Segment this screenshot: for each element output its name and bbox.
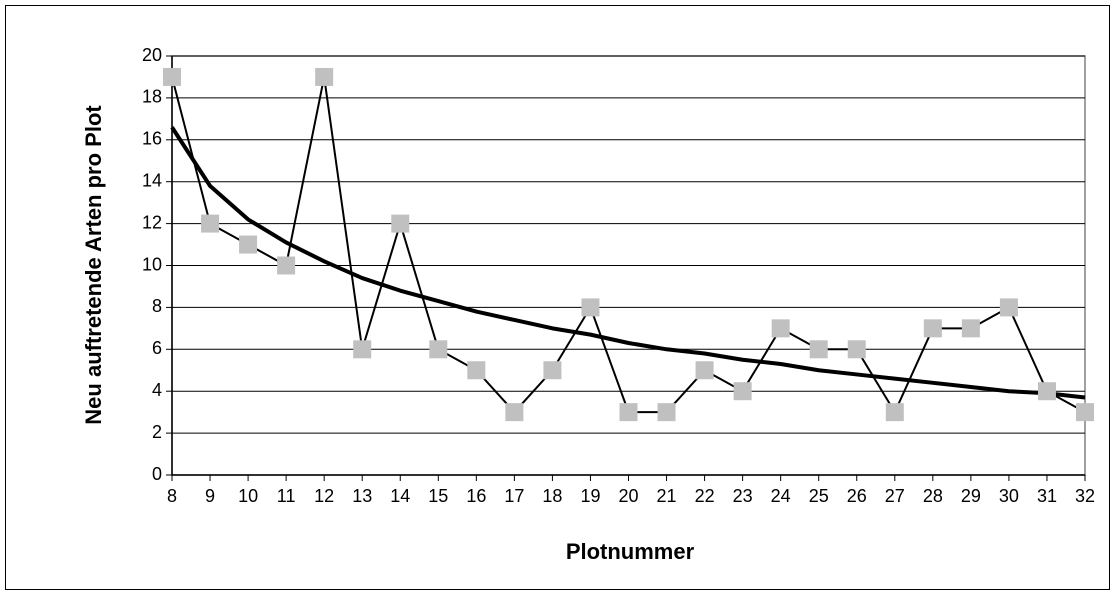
- marker: [619, 403, 638, 422]
- marker: [657, 403, 676, 422]
- y-tick-label: 10: [142, 254, 162, 274]
- marker: [201, 214, 220, 233]
- y-axis-title: Neu auftretende Arten pro Plot: [81, 105, 106, 425]
- y-tick-label: 20: [142, 45, 162, 65]
- y-tick-label: 16: [142, 129, 162, 149]
- x-tick-label: 14: [390, 486, 410, 506]
- x-tick-label: 11: [277, 486, 296, 506]
- x-tick-label: 12: [314, 486, 334, 506]
- x-tick-label: 22: [695, 486, 715, 506]
- x-tick-label: 13: [352, 486, 372, 506]
- marker: [847, 340, 866, 359]
- marker: [1037, 382, 1056, 401]
- marker: [733, 382, 752, 401]
- marker: [885, 403, 904, 422]
- x-tick-label: 15: [428, 486, 448, 506]
- marker: [543, 361, 562, 380]
- marker: [429, 340, 448, 359]
- x-tick-label: 31: [1037, 486, 1057, 506]
- marker: [961, 319, 980, 338]
- x-tick-label: 26: [847, 486, 867, 506]
- marker: [505, 403, 524, 422]
- x-tick-label: 17: [504, 486, 524, 506]
- marker: [581, 298, 600, 317]
- x-tick-label: 18: [542, 486, 562, 506]
- y-tick-label: 8: [152, 296, 162, 316]
- y-tick-label: 4: [152, 380, 162, 400]
- marker: [353, 340, 372, 359]
- x-tick-label: 21: [657, 486, 677, 506]
- x-tick-label: 23: [733, 486, 753, 506]
- marker: [163, 67, 181, 86]
- x-tick-label: 27: [885, 486, 905, 506]
- trend-line: [170, 126, 1086, 400]
- marker: [391, 214, 410, 233]
- x-tick-label: 28: [923, 486, 943, 506]
- x-tick-label: 24: [771, 486, 791, 506]
- x-axis-title: Plotnummer: [566, 539, 695, 564]
- marker: [467, 361, 486, 380]
- x-tick-label: 25: [809, 486, 829, 506]
- x-tick-label: 30: [999, 486, 1019, 506]
- marker: [277, 256, 296, 275]
- x-tick-label: 29: [961, 486, 981, 506]
- y-tick-label: 14: [142, 170, 162, 190]
- x-tick-label: 16: [466, 486, 486, 506]
- y-tick-label: 12: [142, 212, 162, 232]
- y-tick-label: 0: [152, 464, 162, 484]
- x-tick-label: 10: [238, 486, 258, 506]
- y-tick-label: 6: [152, 338, 162, 358]
- marker: [809, 340, 828, 359]
- marker: [695, 361, 714, 380]
- marker: [239, 235, 258, 254]
- x-tick-label: 19: [580, 486, 600, 506]
- x-tick-label: 9: [205, 486, 215, 506]
- marker: [1076, 403, 1094, 422]
- x-tick-label: 20: [618, 486, 638, 506]
- y-tick-label: 18: [142, 87, 162, 107]
- x-tick-label: 32: [1075, 486, 1095, 506]
- marker: [771, 319, 790, 338]
- marker: [315, 67, 334, 86]
- marker: [999, 298, 1018, 317]
- x-tick-label: 8: [167, 486, 177, 506]
- y-tick-label: 2: [152, 422, 162, 442]
- marker: [923, 319, 942, 338]
